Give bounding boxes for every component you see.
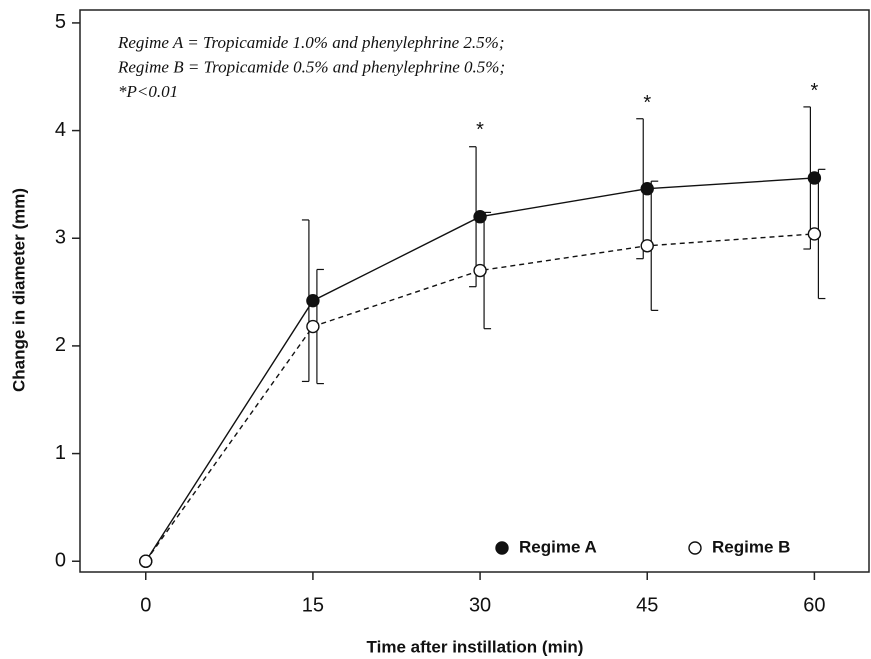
y-tick-label: 4	[55, 119, 66, 141]
marker	[640, 182, 654, 196]
marker	[640, 239, 654, 253]
marker	[473, 210, 487, 224]
significance-mark: *	[476, 119, 484, 141]
legend-marker	[688, 541, 702, 555]
x-tick-label: 60	[803, 594, 825, 616]
marker	[807, 227, 822, 241]
x-axis-label: Time after instillation (min)	[367, 637, 584, 656]
series-line	[145, 233, 815, 562]
significance-mark: *	[643, 92, 651, 114]
y-tick-label: 2	[55, 334, 66, 356]
legend-label: Regime A	[519, 537, 597, 556]
note: Regime B = Tropicamide 0.5% and phenylep…	[117, 57, 505, 76]
marker	[807, 171, 822, 185]
y-axis-label: Change in diameter (mm)	[9, 188, 28, 392]
legend-label: Regime B	[712, 537, 790, 556]
marker	[139, 554, 153, 568]
y-tick-label: 3	[55, 227, 66, 249]
note: Regime A = Tropicamide 1.0% and phenylep…	[117, 33, 505, 52]
y-tick-label: 1	[55, 442, 66, 464]
marker	[473, 263, 487, 278]
series-line	[145, 177, 815, 562]
x-tick-label: 30	[469, 594, 491, 616]
note: *P<0.01	[118, 82, 178, 101]
y-tick-label: 0	[55, 550, 66, 572]
y-tick-label: 5	[55, 11, 66, 33]
plot-frame	[79, 9, 870, 573]
x-tick-label: 0	[140, 594, 151, 616]
x-tick-label: 45	[636, 594, 658, 616]
x-tick-label: 15	[302, 594, 324, 616]
significance-mark: *	[810, 80, 818, 102]
marker	[306, 319, 320, 334]
legend-marker	[495, 541, 509, 555]
marker	[306, 293, 320, 308]
